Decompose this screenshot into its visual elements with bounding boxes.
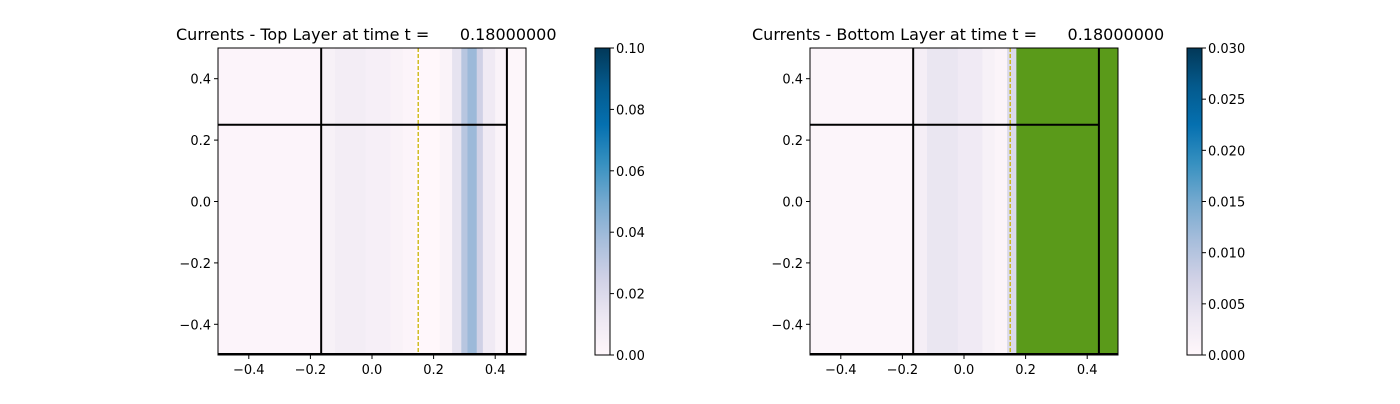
colorbar-tick-label: 0.030 bbox=[1208, 42, 1245, 57]
colorbar: 0.00 0.02 0.04 0.06 0.08 0.10 bbox=[594, 42, 645, 364]
heatmap-band bbox=[402, 48, 416, 355]
colorbar-tick-label: 0.000 bbox=[1208, 349, 1245, 364]
heatmap-band bbox=[439, 48, 453, 355]
y-tick-label: 0.4 bbox=[190, 73, 211, 88]
colorbar-gradient bbox=[1186, 47, 1203, 356]
heatmap-band bbox=[476, 48, 484, 355]
heatmap-band bbox=[810, 48, 916, 355]
plot-area: −0.4 −0.4 −0.2 −0.2 0.0 0.0 0.2 0.2 0.4 0.4 bbox=[771, 47, 1119, 378]
heatmap-band bbox=[322, 48, 336, 355]
heatmap-band bbox=[914, 48, 928, 355]
heatmap-band bbox=[1007, 48, 1017, 355]
heatmap-band bbox=[390, 48, 404, 355]
x-tick-label: 0.2 bbox=[1015, 363, 1036, 378]
x-tick-label: −0.2 bbox=[295, 363, 327, 378]
colorbar-tick-label: 0.015 bbox=[1208, 196, 1245, 211]
heatmap-band bbox=[482, 48, 496, 355]
heatmap-band bbox=[994, 48, 1008, 355]
chart-top-layer: Currents - Top Layer at time t = 0.18000… bbox=[176, 25, 645, 378]
colorbar-tick-label: 0.00 bbox=[616, 349, 645, 364]
y-tick-label: 0.0 bbox=[190, 196, 211, 211]
heatmap-band bbox=[452, 48, 462, 355]
chart-title: Currents - Top Layer at time t = 0.18000… bbox=[176, 25, 557, 44]
chart-title: Currents - Bottom Layer at time t = 0.18… bbox=[752, 25, 1164, 44]
x-tick-label: −0.4 bbox=[233, 363, 265, 378]
colorbar-tick-label: 0.10 bbox=[616, 42, 645, 57]
colorbar-tick-label: 0.06 bbox=[616, 165, 645, 180]
y-tick-label: 0.4 bbox=[782, 73, 803, 88]
x-tick-label: −0.4 bbox=[825, 363, 857, 378]
green-region bbox=[1016, 48, 1118, 355]
y-tick-label: −0.4 bbox=[179, 318, 211, 333]
colorbar-gradient bbox=[594, 47, 611, 356]
y-tick-label: 0.2 bbox=[190, 134, 211, 149]
colorbar-tick-label: 0.010 bbox=[1208, 247, 1245, 262]
y-tick-label: −0.4 bbox=[771, 318, 803, 333]
x-tick-label: 0.2 bbox=[423, 363, 444, 378]
y-tick-label: −0.2 bbox=[179, 257, 211, 272]
heatmap-band bbox=[415, 48, 441, 355]
colorbar: 0.000 0.005 0.010 0.015 0.020 0.025 0.030 bbox=[1186, 42, 1245, 364]
x-tick-label: 0.4 bbox=[485, 363, 506, 378]
y-tick-label: −0.2 bbox=[771, 257, 803, 272]
heatmap-band bbox=[218, 48, 274, 355]
colorbar-tick-label: 0.08 bbox=[616, 103, 645, 118]
colorbar-tick-label: 0.04 bbox=[616, 226, 645, 241]
x-tick-label: 0.0 bbox=[362, 363, 383, 378]
heatmap-band bbox=[982, 48, 996, 355]
colorbar-tick-label: 0.020 bbox=[1208, 144, 1245, 159]
colorbar-tick-label: 0.02 bbox=[616, 288, 645, 303]
heatmap-band bbox=[957, 48, 983, 355]
colorbar-tick-label: 0.005 bbox=[1208, 298, 1245, 313]
x-tick-label: 0.4 bbox=[1077, 363, 1098, 378]
heatmap-band bbox=[365, 48, 391, 355]
y-tick-label: 0.2 bbox=[782, 134, 803, 149]
x-tick-label: 0.0 bbox=[954, 363, 975, 378]
heatmap-band bbox=[335, 48, 367, 355]
heatmap-band bbox=[467, 48, 478, 355]
y-tick-label: 0.0 bbox=[782, 196, 803, 211]
heatmap-band bbox=[507, 48, 527, 355]
colorbar-tick-label: 0.025 bbox=[1208, 93, 1245, 108]
chart-bottom-layer: Currents - Bottom Layer at time t = 0.18… bbox=[752, 25, 1245, 378]
heatmap-band bbox=[927, 48, 959, 355]
heatmap-band bbox=[461, 48, 468, 355]
plot-area: −0.4 −0.4 −0.2 −0.2 0.0 0.0 0.2 0.2 0.4 0.4 bbox=[179, 47, 527, 378]
heatmap-band bbox=[273, 48, 324, 355]
x-tick-label: −0.2 bbox=[887, 363, 919, 378]
